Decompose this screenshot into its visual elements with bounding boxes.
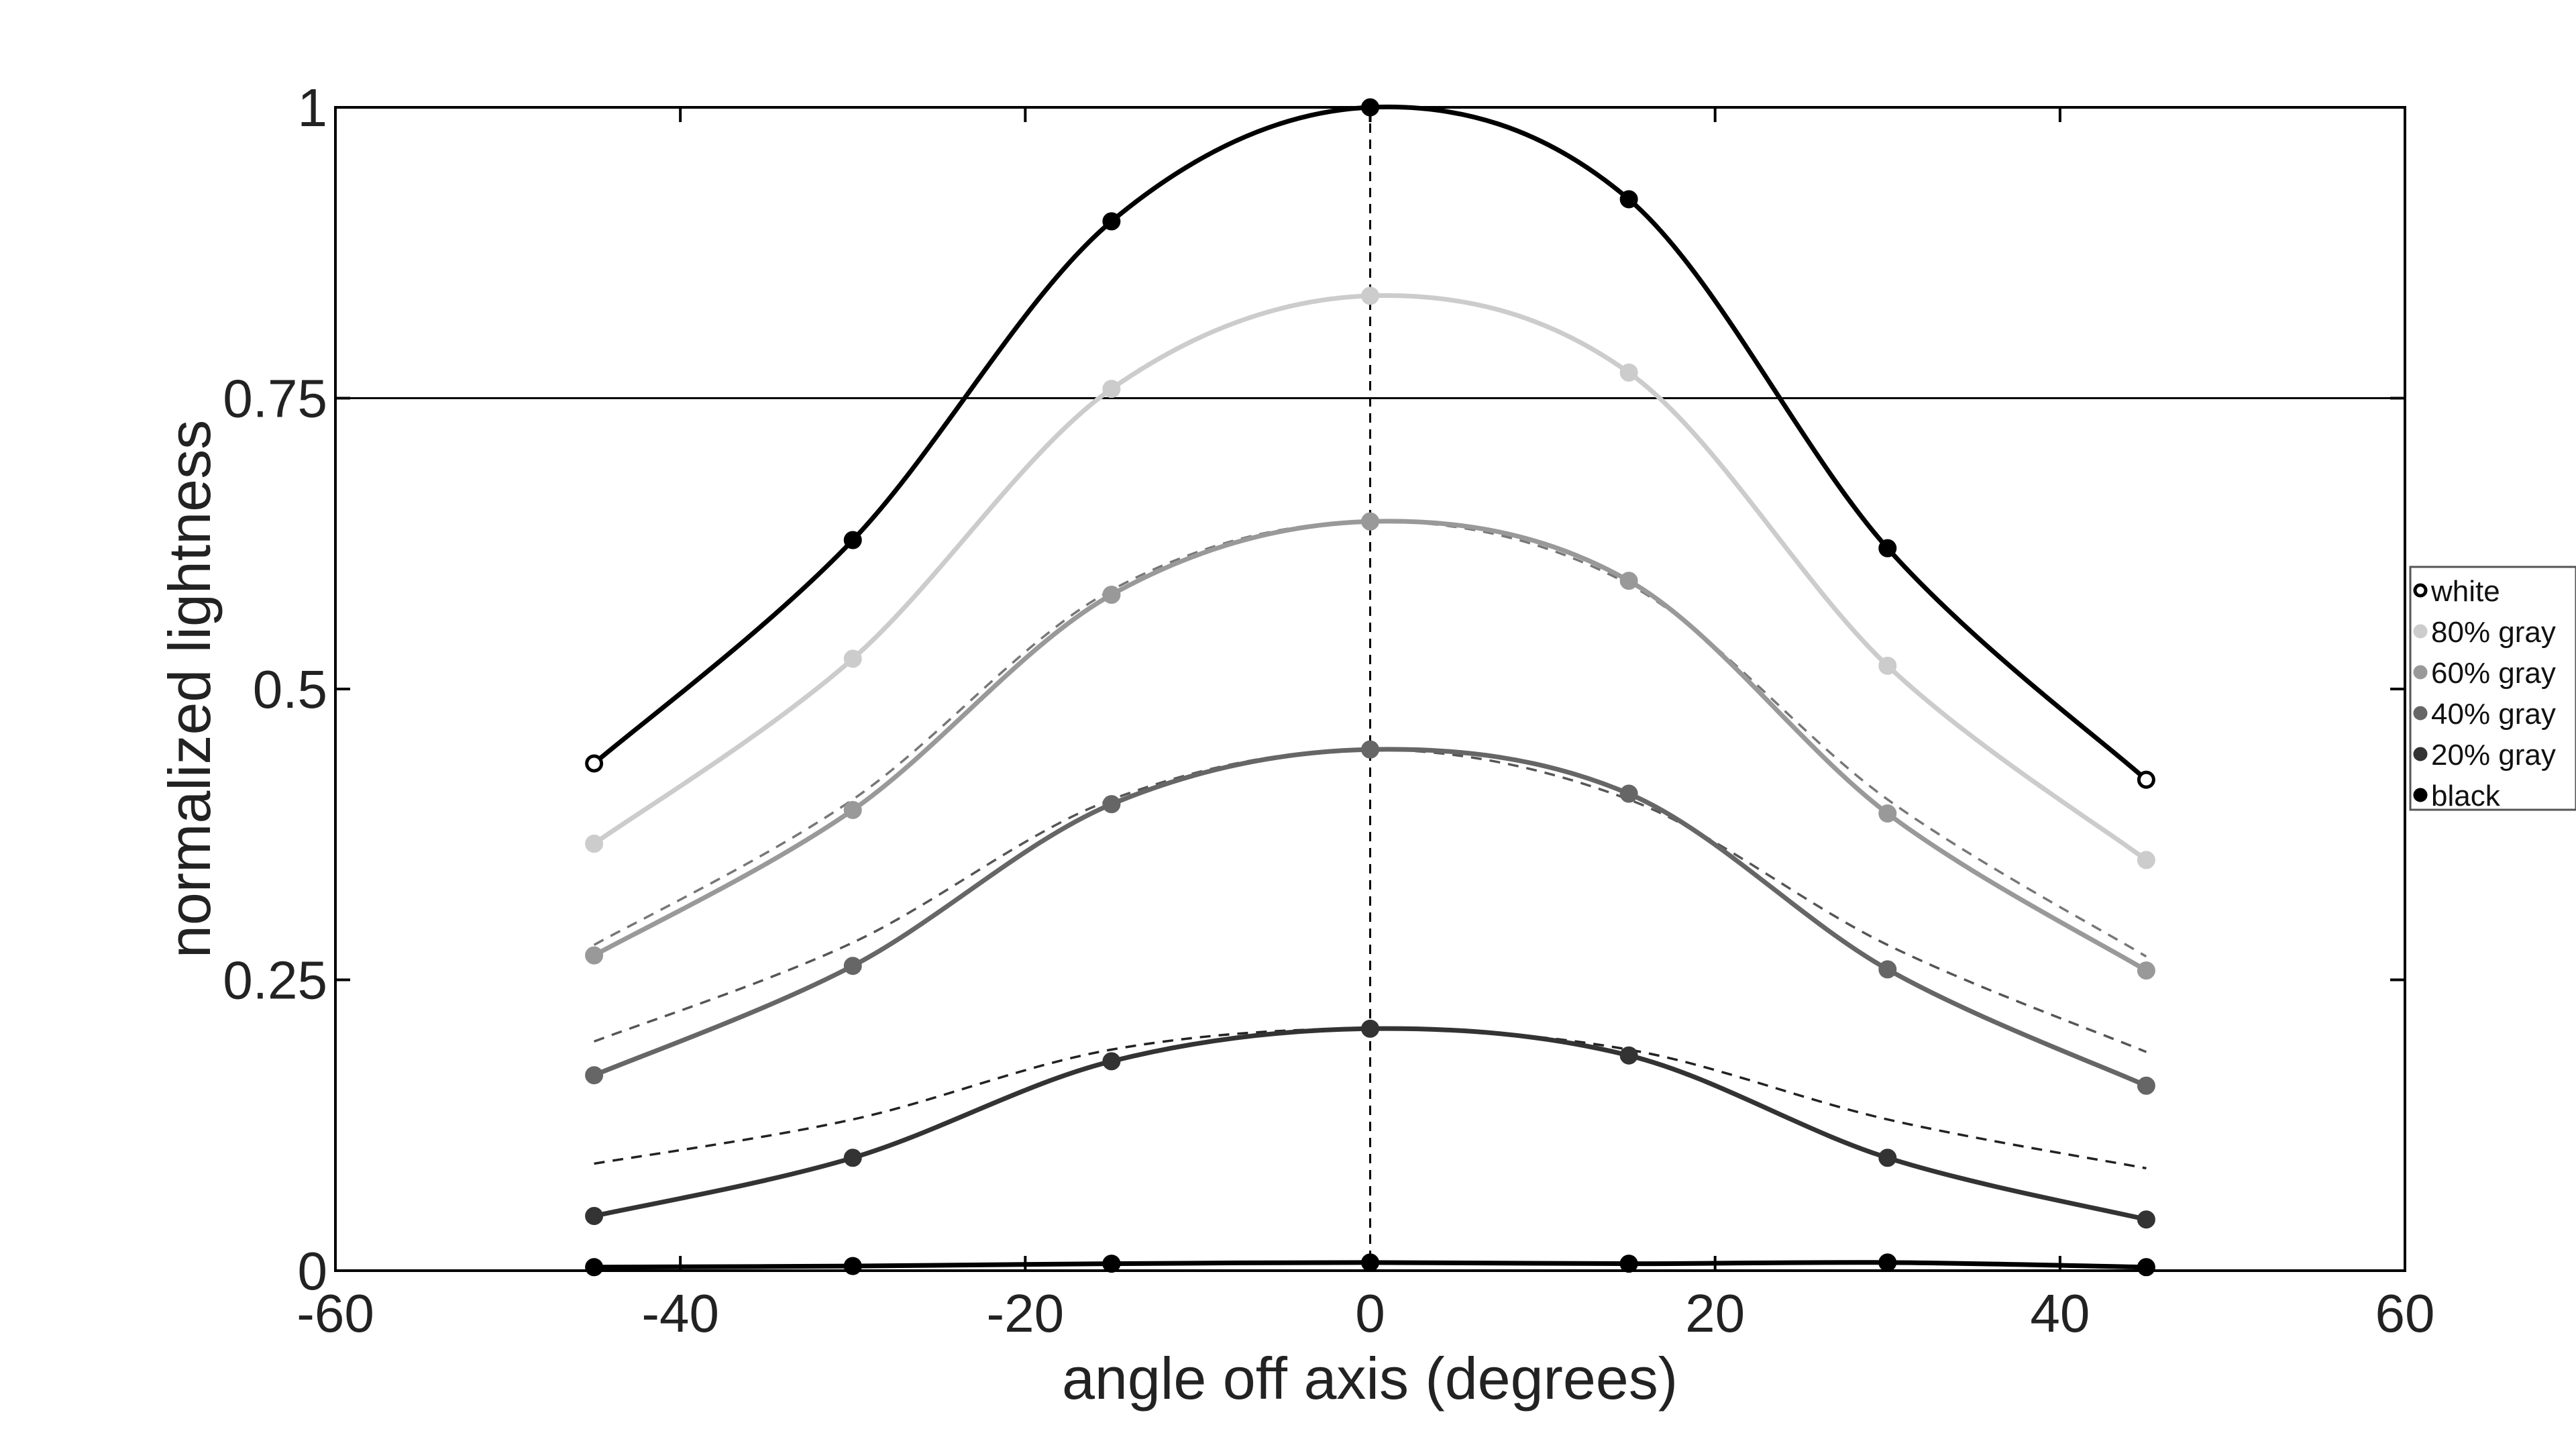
legend: white 80% gray 60% gray 40% gray 20% gray bla… — [2409, 566, 2576, 812]
y-tick-label: 0 — [298, 1241, 328, 1301]
data-point — [1619, 572, 1638, 590]
data-point — [1102, 586, 1121, 604]
x-tick-label: 0 — [1355, 1283, 1385, 1343]
data-point — [1361, 512, 1379, 531]
data-point — [1619, 1255, 1638, 1273]
data-point — [2137, 1210, 2155, 1229]
data-point — [1878, 1149, 1897, 1167]
data-point — [1102, 1255, 1121, 1273]
data-point — [2137, 770, 2155, 789]
legend-box — [2409, 566, 2576, 811]
x-tick-label: 60 — [2375, 1283, 2435, 1343]
y-axis-title: normalized lightness — [156, 420, 223, 958]
legend-label: white — [2430, 575, 2500, 608]
data-point — [2137, 1258, 2155, 1277]
data-point — [1878, 960, 1897, 979]
legend-marker — [2413, 788, 2428, 802]
data-point — [1878, 539, 1897, 558]
data-point — [1878, 804, 1897, 823]
data-point — [1361, 286, 1379, 305]
data-point — [843, 649, 862, 668]
x-tick-label: 20 — [1685, 1283, 1745, 1343]
reference-curve — [593, 520, 2147, 958]
data-point — [1619, 784, 1638, 803]
y-tick-label: 0.5 — [253, 659, 327, 719]
data-point — [1878, 656, 1897, 675]
data-point — [585, 1066, 604, 1085]
legend-marker — [2413, 706, 2428, 721]
data-point — [1619, 1046, 1638, 1065]
axis-ticks — [334, 106, 2406, 1272]
legend-label: 80% gray — [2431, 616, 2556, 649]
legend-marker — [2413, 665, 2428, 680]
legend-marker — [2413, 583, 2428, 598]
x-tick-label: 40 — [2030, 1283, 2090, 1343]
reference-curve — [593, 748, 2147, 1053]
x-tick-labels: -60 -40 -20 0 20 40 60 — [297, 1283, 2434, 1343]
data-point — [1619, 190, 1638, 209]
legend-marker — [2413, 624, 2428, 639]
legend-label: black — [2431, 780, 2501, 812]
data-point — [2137, 1076, 2155, 1095]
legend-label: 60% gray — [2431, 657, 2556, 690]
data-point — [843, 800, 862, 819]
data-point — [1361, 1019, 1379, 1038]
x-axis-title: angle off axis (degrees) — [1062, 1345, 1678, 1412]
x-tick-label: -60 — [297, 1283, 374, 1343]
series-layer — [585, 98, 2155, 1277]
data-point — [1102, 1052, 1121, 1071]
data-point — [843, 531, 862, 549]
legend-marker — [2413, 747, 2428, 761]
data-point — [585, 946, 604, 965]
x-tick-label: -40 — [641, 1283, 719, 1343]
data-point — [2137, 851, 2155, 869]
data-point — [585, 1207, 604, 1226]
data-point — [843, 1149, 862, 1167]
y-tick-label: 0.25 — [223, 951, 327, 1010]
x-tick-label: -20 — [987, 1283, 1065, 1343]
data-point — [1619, 363, 1638, 382]
data-point — [585, 754, 604, 773]
data-point — [2137, 961, 2155, 980]
y-tick-label: 1 — [298, 78, 328, 138]
data-point — [1102, 795, 1121, 814]
data-point — [1102, 212, 1121, 231]
legend-label: 40% gray — [2431, 698, 2556, 731]
legend-label: 20% gray — [2431, 739, 2556, 772]
data-point — [843, 1257, 862, 1275]
data-point — [1878, 1253, 1897, 1272]
data-point — [1102, 380, 1121, 399]
y-tick-labels: 0 0.25 0.5 0.75 1 — [223, 78, 327, 1301]
data-point — [1361, 740, 1379, 759]
data-point — [843, 957, 862, 975]
y-tick-label: 0.75 — [223, 369, 327, 429]
data-point — [585, 1258, 604, 1277]
data-point — [585, 835, 604, 853]
